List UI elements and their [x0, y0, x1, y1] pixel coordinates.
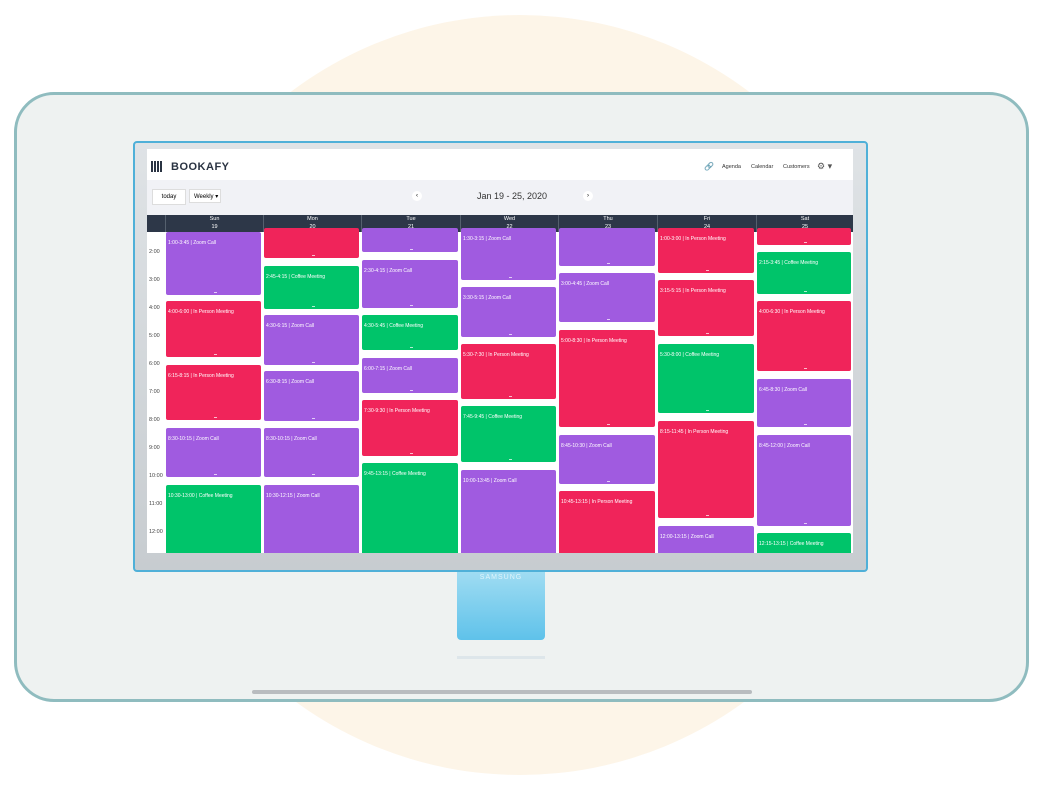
day-header: Fri 24: [657, 215, 756, 232]
calendar-grid: Sun 19 1:00-3:45 | Zoom Call 4:00-6:00 | In…: [147, 149, 853, 553]
time-label: 4:00: [149, 305, 160, 311]
event[interactable]: 8:15-11:45 | In Person Meeting: [658, 421, 754, 518]
time-label: 7:00: [149, 389, 160, 395]
event[interactable]: 4:00-6:00 | In Person Meeting: [166, 301, 261, 357]
day-header: Mon 20: [263, 215, 361, 232]
brand: BOOKAFY: [171, 161, 230, 173]
event[interactable]: 10:00-13:45 | Zoom Call: [461, 470, 556, 553]
event[interactable]: 4:30-5:45 | Coffee Meeting: [362, 315, 458, 350]
monitor-base: [252, 690, 752, 694]
event[interactable]: 6:00-7:15 | Zoom Call: [362, 358, 458, 393]
day-header: Sun 19: [165, 215, 263, 232]
day-name: Sun: [209, 216, 220, 222]
day-date: 22: [506, 224, 513, 230]
day-date: 20: [309, 224, 316, 230]
time-label: 5:00: [149, 333, 160, 339]
event[interactable]: 7:30-9:30 | In Person Meeting: [362, 400, 458, 456]
event[interactable]: 1:00-3:45 | Zoom Call: [166, 232, 261, 295]
view-select[interactable]: Weekly ▾: [189, 189, 221, 203]
date-range: Jan 19 - 25, 2020: [476, 191, 548, 201]
day-date: 23: [604, 224, 612, 230]
event[interactable]: 8:30-10:15 | Zoom Call: [264, 428, 359, 477]
event[interactable]: 5:30-7:30 | In Person Meeting: [461, 344, 556, 399]
view-label: Weekly: [194, 194, 214, 200]
event[interactable]: 6:45-8:30 | Zoom Call: [757, 379, 851, 427]
day-header-bar: [147, 215, 853, 232]
event[interactable]: 6:15-8:15 | In Person Meeting: [166, 365, 261, 420]
time-label: 11:00: [149, 501, 163, 507]
event[interactable]: 3:30-5:15 | Zoom Call: [461, 287, 556, 337]
day-header: Thu 23: [558, 215, 657, 232]
event[interactable]: 10:45-13:15 | In Person Meeting: [559, 491, 655, 553]
event[interactable]: 10:30-13:00 | Coffee Meeting: [166, 485, 261, 553]
today-button[interactable]: today: [152, 189, 186, 205]
day-header: Sat 25: [756, 215, 853, 232]
time-label: 2:00: [149, 249, 160, 255]
day-name: Sat: [800, 216, 810, 222]
event[interactable]: 1:30-3:15 | Zoom Call: [461, 228, 556, 280]
event[interactable]: [559, 228, 655, 266]
event[interactable]: 10:30-12:15 | Zoom Call: [264, 485, 359, 553]
event[interactable]: 2:15-3:45 | Coffee Meeting: [757, 252, 851, 294]
time-label: 10:00: [149, 473, 163, 479]
day-name: Wed: [503, 216, 516, 222]
stand-foot: [457, 656, 545, 659]
event[interactable]: 1:00-3:00 | In Person Meeting: [658, 228, 754, 273]
event[interactable]: 12:00-13:15 | Zoom Call: [658, 526, 754, 553]
event[interactable]: 3:00-4:45 | Zoom Call: [559, 273, 655, 322]
event[interactable]: 6:30-8:15 | Zoom Call: [264, 371, 359, 421]
event[interactable]: [757, 228, 851, 245]
event[interactable]: 8:45-12:00 | Zoom Call: [757, 435, 851, 526]
time-label: 9:00: [149, 445, 160, 451]
event[interactable]: 8:30-10:15 | Zoom Call: [166, 428, 261, 477]
day-name: Tue: [406, 216, 416, 222]
event[interactable]: 2:30-4:15 | Zoom Call: [362, 260, 458, 308]
settings[interactable]: ⚙ ▾: [817, 161, 833, 171]
toolbar: [147, 180, 853, 215]
nav-link[interactable]: Calendar: [751, 164, 774, 170]
link-icon[interactable]: 🔗: [704, 162, 714, 171]
event[interactable]: 4:30-6:15 | Zoom Call: [264, 315, 359, 365]
time-label: 12:00: [149, 529, 163, 535]
day-name: Thu: [603, 216, 613, 222]
time-label: 3:00: [149, 277, 160, 283]
monitor-stand: SAMSUNG: [457, 572, 545, 640]
day-name: Mon: [307, 216, 318, 222]
prev-button[interactable]: ‹: [412, 191, 422, 201]
event[interactable]: 4:00-6:30 | In Person Meeting: [757, 301, 851, 371]
event[interactable]: 2:45-4:15 | Coffee Meeting: [264, 266, 359, 309]
event[interactable]: [362, 228, 458, 252]
time-label: 6:00: [149, 361, 160, 367]
event[interactable]: 5:00-8:30 | In Person Meeting: [559, 330, 655, 427]
event[interactable]: [264, 228, 359, 258]
day-date: 25: [801, 224, 809, 230]
nav-link[interactable]: Agenda: [722, 164, 741, 170]
event[interactable]: 5:30-8:00 | Coffee Meeting: [658, 344, 754, 413]
day-date: 24: [703, 224, 711, 230]
event[interactable]: 3:15-5:15 | In Person Meeting: [658, 280, 754, 336]
event[interactable]: 12:15-13:15 | Coffee Meeting: [757, 533, 851, 553]
day-header: Tue 21: [361, 215, 460, 232]
next-button[interactable]: ›: [583, 191, 593, 201]
time-label: 8:00: [149, 417, 160, 423]
day-date: 21: [407, 224, 415, 230]
logo: [151, 161, 162, 172]
nav-link[interactable]: Customers: [783, 164, 810, 170]
event[interactable]: 7:45-9:45 | Coffee Meeting: [461, 406, 556, 462]
app-screen: BOOKAFY 🔗 Agenda Calendar Customers ⚙ ▾ …: [147, 149, 853, 553]
day-name: Fri: [703, 216, 711, 222]
event[interactable]: 8:45-10:30 | Zoom Call: [559, 435, 655, 484]
monitor-brand: SAMSUNG: [479, 574, 523, 581]
event[interactable]: 9:45-13:15 | Coffee Meeting: [362, 463, 458, 553]
day-date: 19: [211, 224, 218, 230]
day-header: Wed 22: [460, 215, 558, 232]
